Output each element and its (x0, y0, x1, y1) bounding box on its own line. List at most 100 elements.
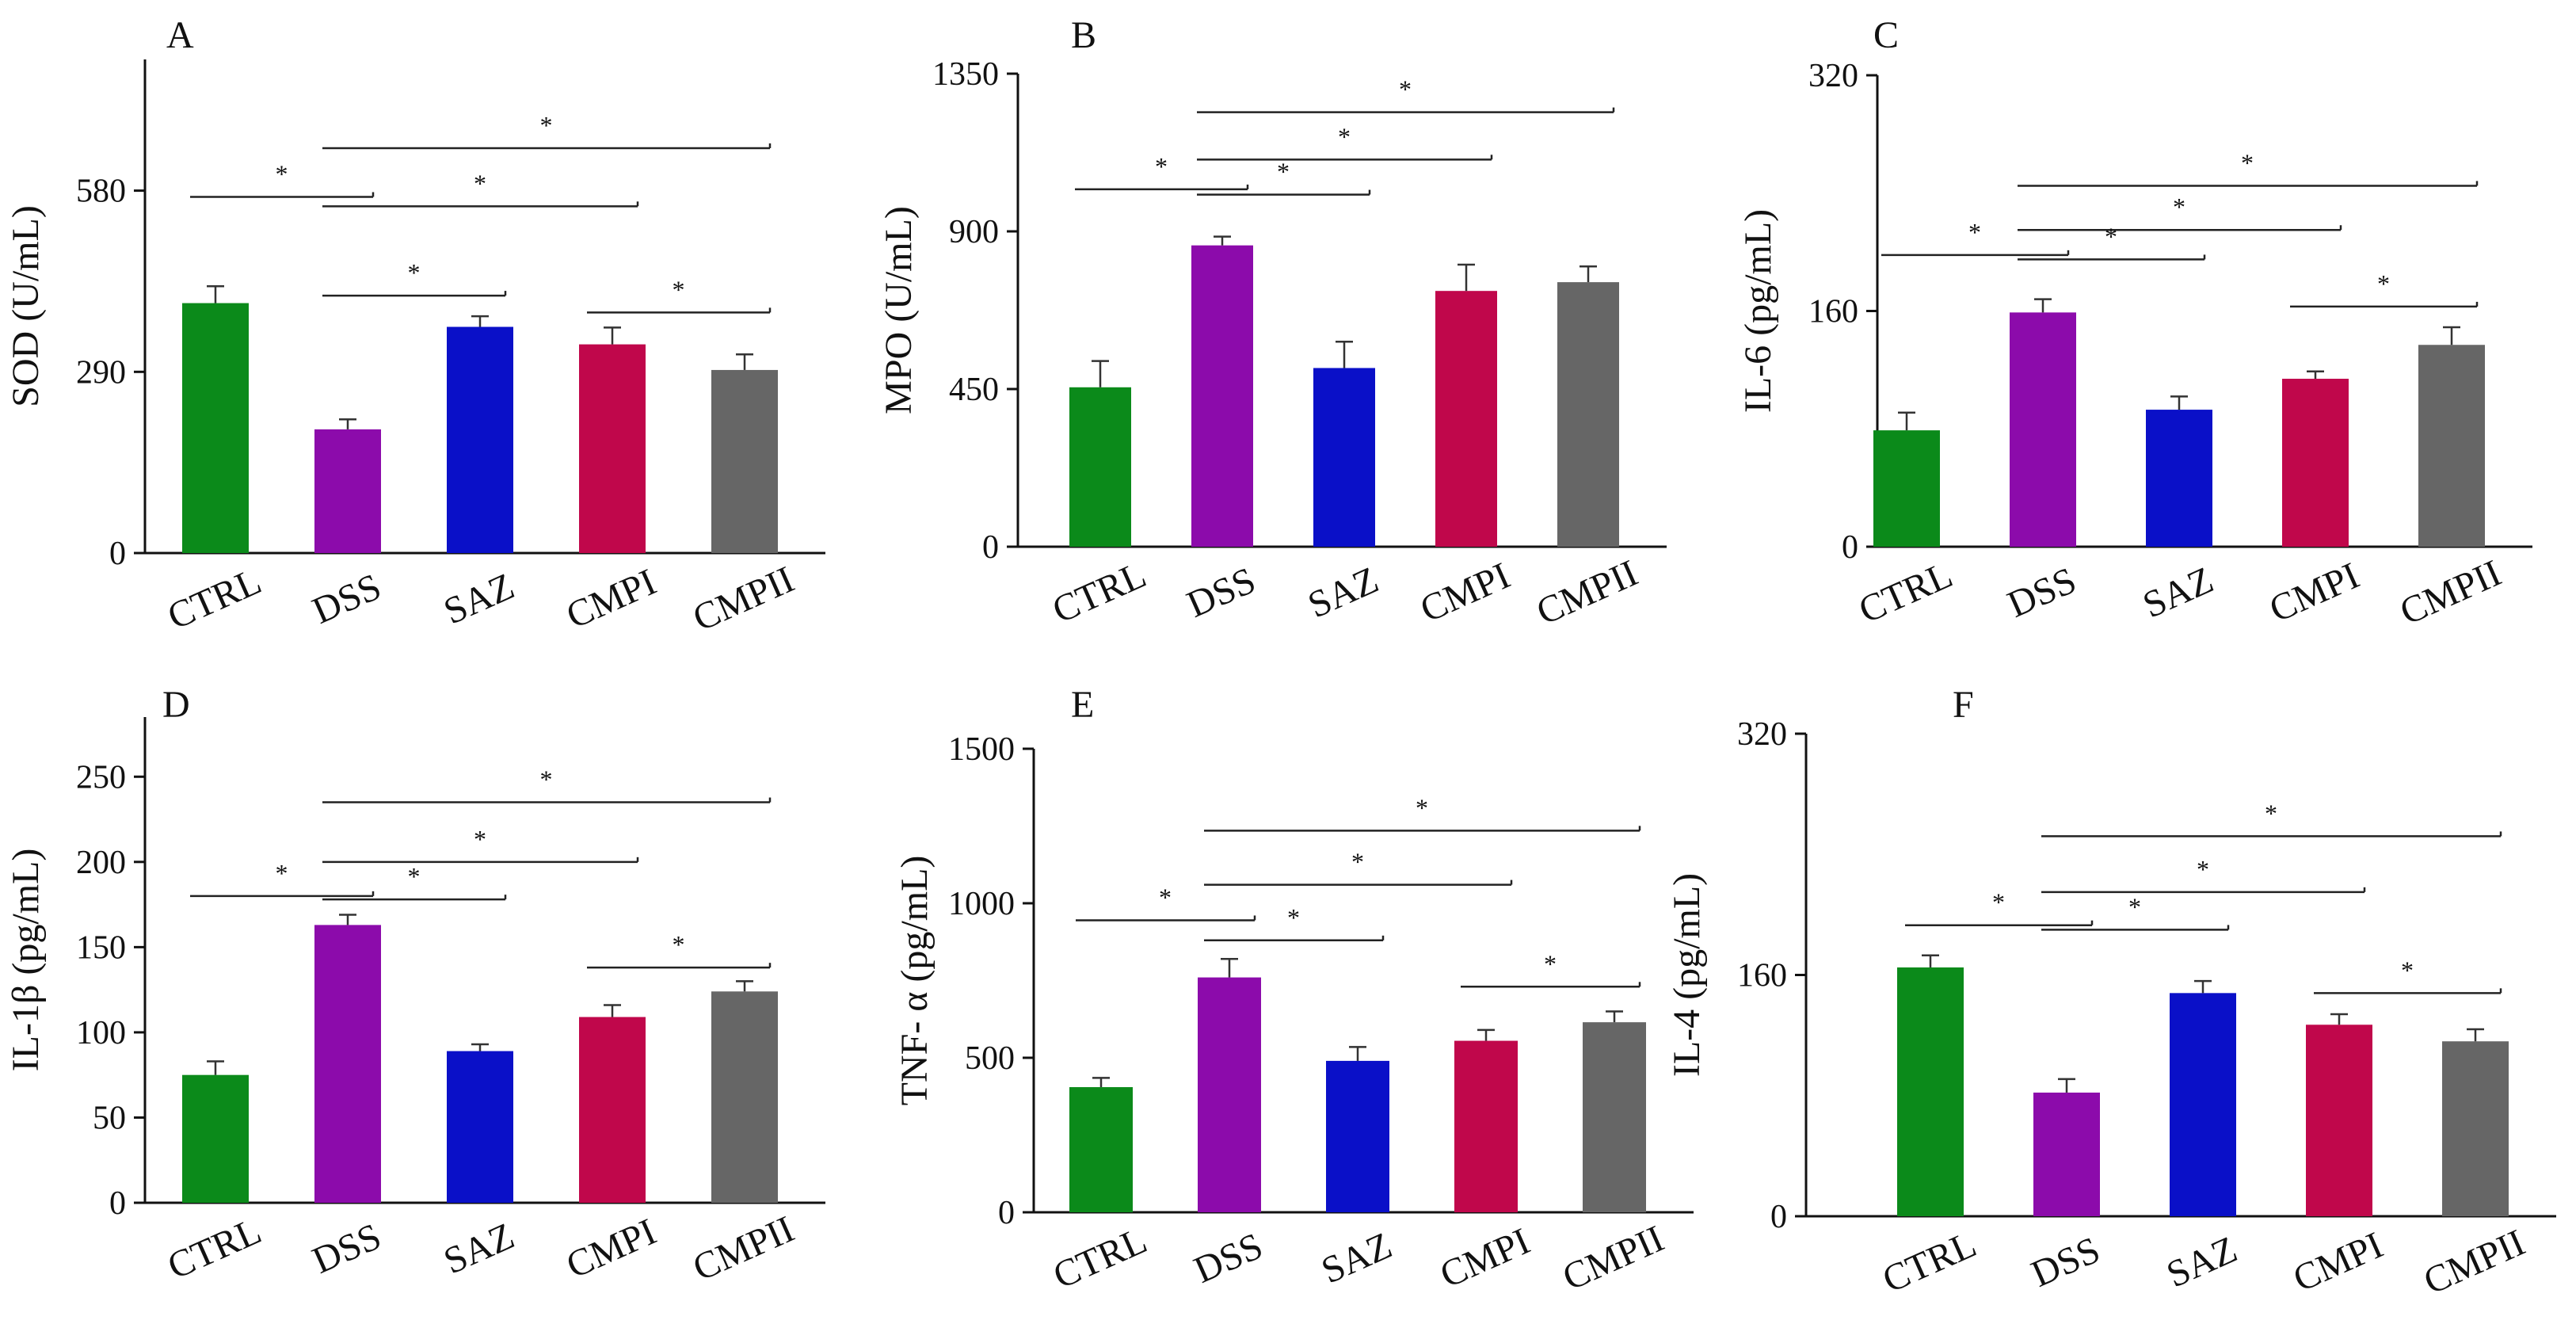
y-tick-label: 0 (998, 1195, 1015, 1231)
significance-star: * (1992, 888, 2005, 917)
bar-saz (2146, 410, 2212, 547)
y-tick-label: 100 (76, 1015, 126, 1051)
panel-letter: E (1071, 684, 1094, 726)
significance-star: * (2401, 956, 2414, 984)
bar-saz (447, 326, 513, 553)
bar-ctrl (1069, 1087, 1133, 1212)
bar-cmpi (2282, 379, 2349, 547)
x-tick-label: CMPII (2394, 552, 2507, 634)
bar-cmpi (1435, 291, 1497, 547)
x-tick-label: CTRL (162, 1210, 268, 1288)
significance-star: * (1277, 158, 1290, 186)
significance-star: * (2173, 193, 2185, 221)
significance-star: * (276, 159, 288, 188)
bar-cmpi (579, 344, 646, 553)
bar-ctrl (1897, 967, 1964, 1216)
panel-f: F 0 160 320 IL-4 (pg/mL) CTRL DSS SAZ CMPI CMPII *… (1666, 684, 2556, 1303)
panel-d: D 0 50 100 150 200 250 IL-1β (pg/mL) CTRL DSS SAZ C… (5, 684, 825, 1289)
bar-cmpii (711, 991, 778, 1203)
significance-star: * (474, 825, 486, 853)
y-tick-label: 250 (76, 759, 126, 796)
panel-letter: D (162, 684, 190, 726)
bar-cmpi (1454, 1040, 1518, 1212)
x-tick-label: CMPI (560, 561, 662, 637)
x-tick-label: CTRL (1046, 554, 1153, 631)
bar-cmpi (2306, 1024, 2372, 1216)
bar-dss (1198, 977, 1261, 1212)
y-tick-label: 900 (949, 214, 999, 250)
y-tick-label: 1350 (932, 56, 999, 93)
significance-star: * (408, 258, 421, 287)
significance-star: * (1159, 883, 1172, 911)
x-tick-label: SAZ (437, 1215, 520, 1282)
x-tick-label: CMPI (2287, 1224, 2389, 1300)
y-tick-label: 580 (76, 174, 126, 210)
panel-letter: F (1953, 684, 1974, 726)
y-tick-label: 0 (109, 536, 126, 572)
y-tick-label: 0 (982, 529, 999, 566)
y-tick-label: 0 (109, 1185, 126, 1222)
x-tick-label: DSS (307, 1215, 387, 1282)
x-tick-label: DSS (307, 566, 387, 632)
x-tick-label: CTRL (1877, 1223, 1983, 1301)
y-axis-label: TNF- α (pg/mL) (894, 856, 936, 1106)
bar-ctrl (182, 303, 249, 553)
y-tick-label: 320 (1808, 58, 1858, 94)
y-tick-label: 0 (1842, 529, 1858, 566)
x-tick-label: SAZ (2136, 559, 2219, 626)
x-tick-label: CMPII (1557, 1218, 1670, 1299)
x-tick-label: CTRL (162, 560, 268, 638)
significance-star: * (1287, 903, 1300, 932)
bar-saz (1313, 368, 1375, 547)
bar-saz (447, 1051, 513, 1203)
y-tick-label: 150 (76, 929, 126, 966)
bar-cmpi (579, 1017, 646, 1203)
bar-dss (2033, 1092, 2100, 1216)
significance-star: * (540, 765, 553, 794)
bar-cmpii (2442, 1041, 2509, 1216)
y-tick-label: 50 (93, 1100, 126, 1136)
bar-ctrl (182, 1074, 249, 1203)
significance-star: * (2105, 222, 2117, 250)
x-tick-label: CMPII (687, 1208, 800, 1290)
significance-star: * (276, 859, 288, 887)
x-tick-label: SAZ (2160, 1228, 2243, 1295)
panel-letter: C (1873, 14, 1899, 56)
y-tick-label: 1000 (948, 886, 1015, 922)
bar-saz (2170, 993, 2236, 1216)
significance-star: * (1338, 122, 1351, 151)
panel-letter: B (1071, 14, 1096, 56)
panel-e: E 0 500 1000 1500 TNF- α (pg/mL) CTRL DSS SAZ CMP… (894, 684, 1694, 1299)
y-tick-label: 450 (949, 372, 999, 408)
significance-star: * (1351, 848, 1364, 876)
panel-a: A 0 290 580 SOD (U/mL) CTRL DSS SAZ CMPI CMPII * * *… (5, 14, 825, 639)
y-tick-label: 290 (76, 354, 126, 391)
panel-letter: A (166, 14, 194, 56)
x-tick-label: CMPI (1434, 1220, 1536, 1296)
x-tick-label: SAZ (1315, 1224, 1397, 1292)
y-tick-label: 320 (1737, 716, 1787, 753)
panel-b: B 0 450 900 1350 MPO (U/mL) CTRL DSS SAZ CMPI CMPI… (878, 14, 1667, 633)
bar-ctrl (1069, 387, 1131, 547)
y-tick-label: 200 (76, 845, 126, 881)
significance-star: * (673, 275, 685, 303)
x-tick-label: DSS (2025, 1229, 2106, 1295)
bar-cmpii (711, 369, 778, 553)
bar-dss (2010, 312, 2076, 547)
significance-star: * (474, 169, 486, 197)
x-tick-label: SAZ (1301, 559, 1384, 626)
bar-cmpii (1557, 282, 1619, 547)
significance-star: * (2197, 855, 2209, 883)
bar-cmpii (2418, 345, 2485, 547)
x-tick-label: CTRL (1853, 554, 1959, 631)
x-tick-label: CTRL (1047, 1219, 1153, 1297)
y-axis-label: IL-1β (pg/mL) (5, 849, 47, 1072)
significance-star: * (1399, 75, 1412, 104)
x-tick-label: DSS (1181, 559, 1262, 626)
significance-star: * (1155, 152, 1168, 181)
x-tick-label: CMPI (560, 1211, 662, 1287)
significance-star: * (1968, 218, 1981, 246)
bar-cmpii (1583, 1022, 1646, 1212)
x-tick-label: CMPII (687, 559, 800, 640)
